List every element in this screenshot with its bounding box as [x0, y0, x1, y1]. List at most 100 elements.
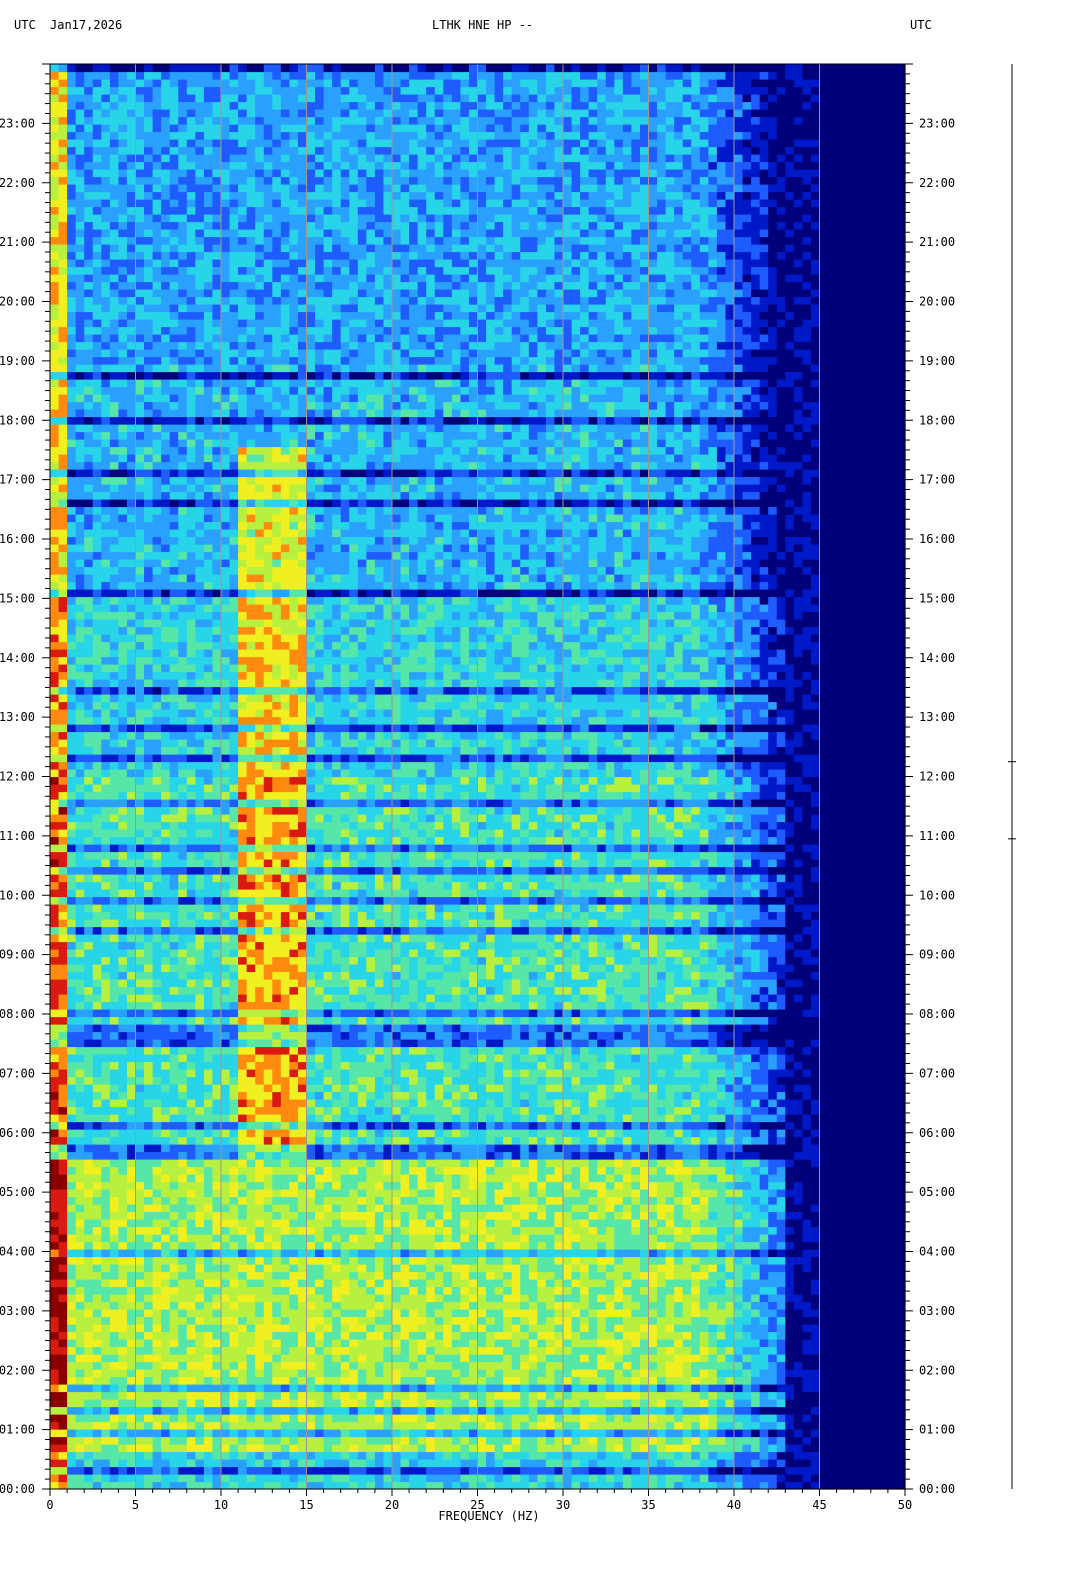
heatmap-cell: [272, 1249, 281, 1257]
heatmap-cell: [281, 1392, 290, 1400]
heatmap-cell: [443, 1152, 452, 1160]
heatmap-cell: [255, 1257, 264, 1265]
heatmap-cell: [469, 1354, 478, 1362]
heatmap-cell: [657, 1467, 666, 1475]
heatmap-cell: [486, 1444, 495, 1452]
heatmap-cell: [751, 1234, 760, 1242]
heatmap-cell: [708, 1324, 717, 1332]
heatmap-cell: [640, 1422, 649, 1430]
heatmap-cell: [435, 1399, 444, 1407]
heatmap-cell: [264, 1272, 273, 1280]
heatmap-cell: [537, 1392, 546, 1400]
heatmap-cell: [725, 1264, 734, 1272]
heatmap-cell: [178, 1437, 187, 1445]
heatmap-cell: [401, 1467, 410, 1475]
heatmap-cell: [871, 1137, 880, 1145]
heatmap-cell: [187, 1144, 196, 1152]
heatmap-cell: [153, 1264, 162, 1272]
heatmap-cell: [649, 1369, 658, 1377]
heatmap-cell: [486, 1474, 495, 1482]
heatmap-cell: [529, 1137, 538, 1145]
heatmap-cell: [717, 1159, 726, 1167]
heatmap-cell: [144, 1159, 153, 1167]
heatmap-cell: [657, 1182, 666, 1190]
heatmap-cell: [401, 1212, 410, 1220]
heatmap-cell: [315, 1392, 324, 1400]
heatmap-cell: [828, 1294, 837, 1302]
heatmap-cell: [734, 1377, 743, 1385]
heatmap-cell: [272, 1482, 281, 1490]
heatmap-cell: [777, 1482, 786, 1490]
heatmap-cell: [614, 1279, 623, 1287]
heatmap-cell: [307, 1377, 316, 1385]
heatmap-cell: [127, 1482, 136, 1490]
heatmap-cell: [435, 1482, 444, 1490]
heatmap-cell: [392, 1324, 401, 1332]
heatmap-cell: [743, 1152, 752, 1160]
heatmap-cell: [418, 1167, 427, 1175]
heatmap-cell: [854, 1287, 863, 1295]
heatmap-cell: [144, 1452, 153, 1460]
heatmap-cell: [101, 1242, 110, 1250]
heatmap-cell: [426, 1414, 435, 1422]
heatmap-cell: [289, 1369, 298, 1377]
heatmap-cell: [409, 1257, 418, 1265]
heatmap-cell: [563, 1317, 572, 1325]
heatmap-cell: [751, 1264, 760, 1272]
heatmap-cell: [383, 1302, 392, 1310]
heatmap-cell: [589, 1242, 598, 1250]
heatmap-cell: [315, 1474, 324, 1482]
heatmap-cell: [674, 1332, 683, 1340]
heatmap-cell: [837, 1174, 846, 1182]
heatmap-cell: [495, 1212, 504, 1220]
heatmap-cell: [289, 1324, 298, 1332]
heatmap-cell: [631, 1227, 640, 1235]
heatmap-cell: [307, 1129, 316, 1137]
heatmap-cell: [700, 1152, 709, 1160]
heatmap-cell: [332, 1242, 341, 1250]
heatmap-cell: [725, 1257, 734, 1265]
heatmap-cell: [589, 1339, 598, 1347]
heatmap-cell: [896, 1129, 905, 1137]
heatmap-cell: [50, 1234, 59, 1242]
heatmap-cell: [845, 1309, 854, 1317]
heatmap-cell: [888, 1362, 897, 1370]
heatmap-cell: [512, 1234, 521, 1242]
heatmap-cell: [392, 1234, 401, 1242]
heatmap-cell: [820, 1324, 829, 1332]
heatmap-cell: [743, 1212, 752, 1220]
heatmap-cell: [230, 1384, 239, 1392]
heatmap-cell: [366, 1317, 375, 1325]
heatmap-cell: [161, 1467, 170, 1475]
heatmap-cell: [760, 1144, 769, 1152]
heatmap-cell: [862, 1422, 871, 1430]
heatmap-cell: [802, 1257, 811, 1265]
heatmap-cell: [537, 1242, 546, 1250]
heatmap-cell: [76, 1444, 85, 1452]
heatmap-cell: [768, 1362, 777, 1370]
heatmap-cell: [392, 1122, 401, 1130]
heatmap-cell: [734, 1347, 743, 1355]
heatmap-cell: [298, 1189, 307, 1197]
heatmap-cell: [289, 1444, 298, 1452]
heatmap-cell: [84, 1204, 93, 1212]
heatmap-cell: [221, 1182, 230, 1190]
heatmap-cell: [127, 1294, 136, 1302]
heatmap-cell: [84, 1444, 93, 1452]
heatmap-cell: [358, 1152, 367, 1160]
heatmap-cell: [657, 1249, 666, 1257]
heatmap-cell: [443, 1474, 452, 1482]
heatmap-cell: [572, 1332, 581, 1340]
heatmap-cell: [272, 1302, 281, 1310]
heatmap-cell: [580, 1444, 589, 1452]
heatmap-cell: [341, 1197, 350, 1205]
heatmap-cell: [409, 1294, 418, 1302]
heatmap-cell: [554, 1257, 563, 1265]
heatmap-cell: [366, 1399, 375, 1407]
heatmap-cell: [683, 1474, 692, 1482]
heatmap-cell: [204, 1302, 213, 1310]
heatmap-cell: [589, 1189, 598, 1197]
heatmap-cell: [760, 1129, 769, 1137]
heatmap-cell: [760, 1182, 769, 1190]
heatmap-cell: [871, 1122, 880, 1130]
